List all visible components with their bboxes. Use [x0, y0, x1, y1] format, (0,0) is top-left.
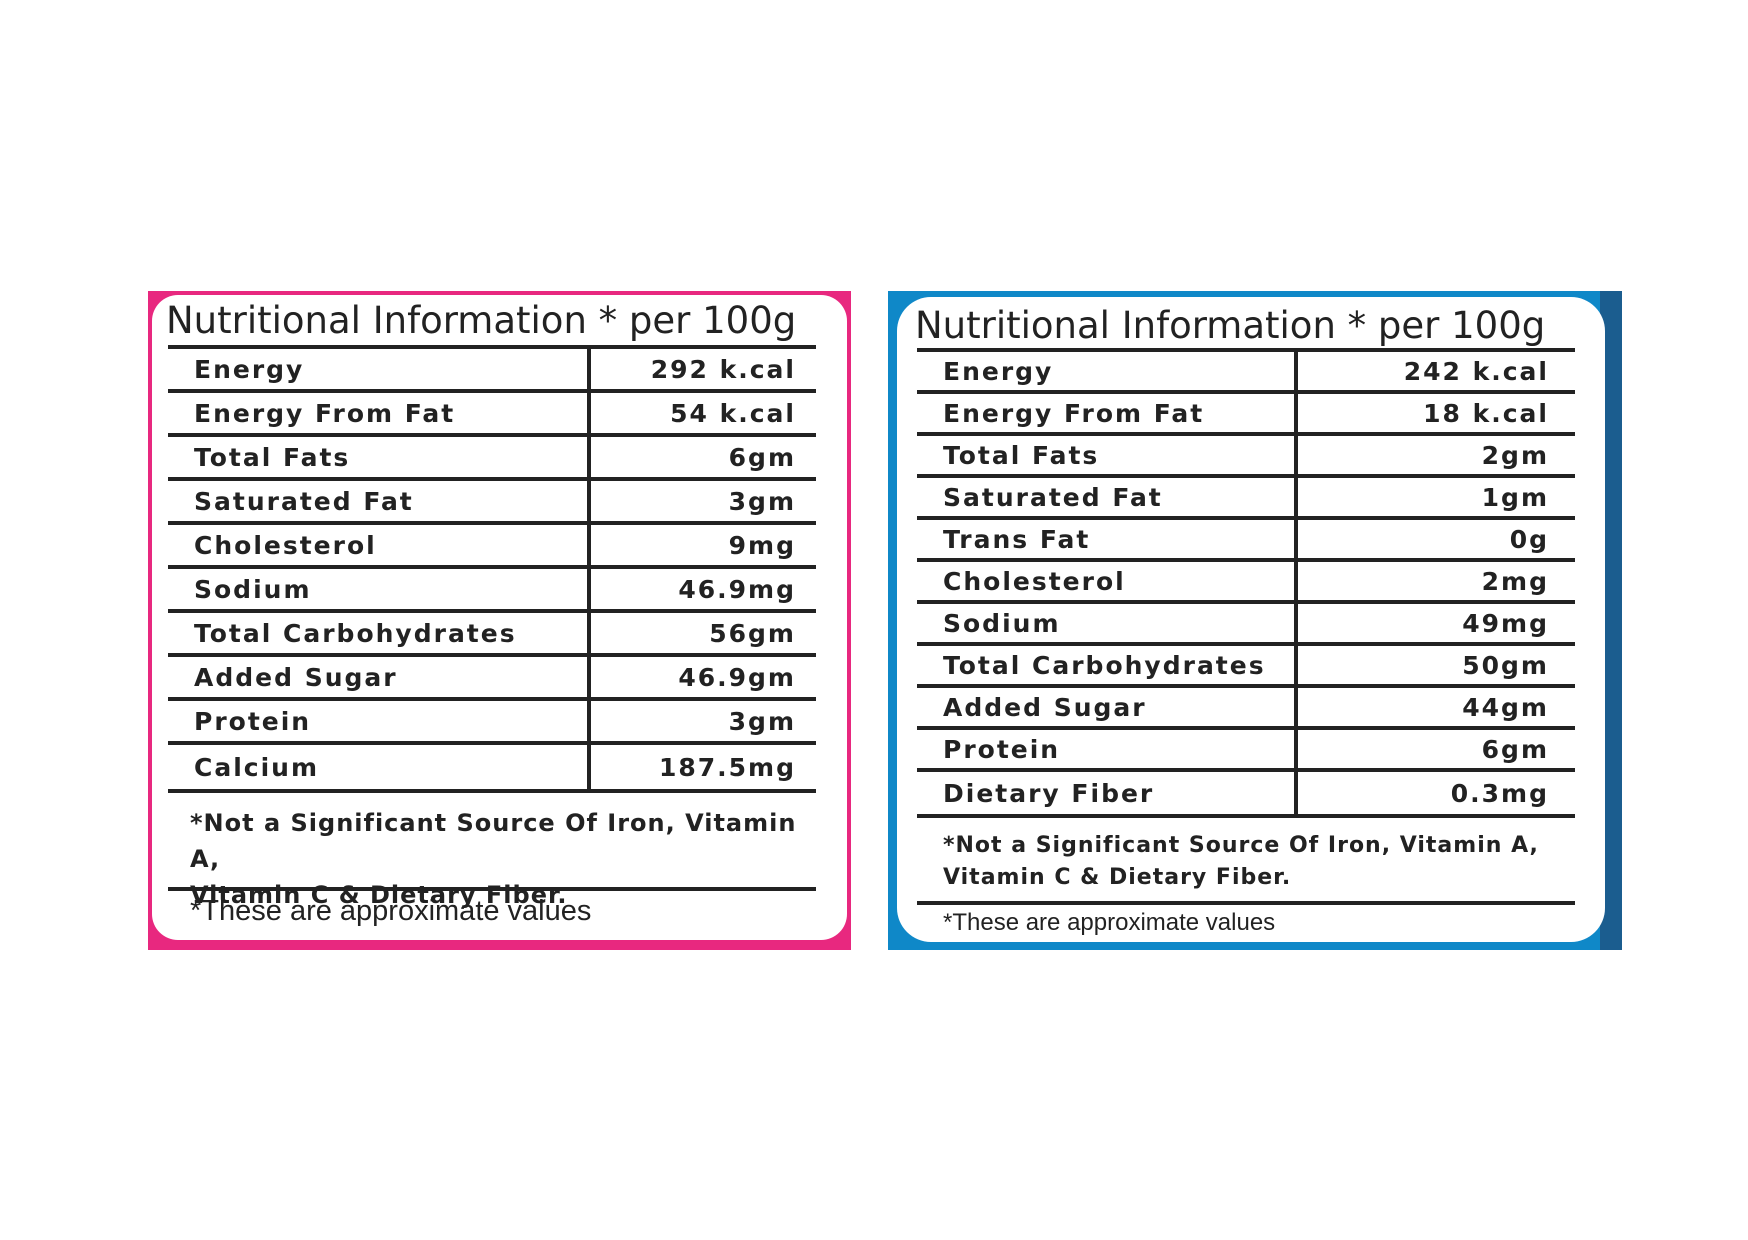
nutrient-name: Trans Fat [917, 520, 1298, 558]
panel-title: Nutritional Information * per 100g [166, 299, 797, 342]
panel-card: Nutritional Information * per 100g Energ… [897, 297, 1605, 942]
nutrient-value: 6gm [1481, 734, 1549, 764]
footnote-line: *Not a Significant Source Of Iron, Vitam… [943, 833, 1539, 858]
nutrient-name: Total Fats [168, 437, 591, 477]
table-row: Added Sugar 46.9gm [168, 657, 816, 701]
table-row: Protein 6gm [917, 730, 1575, 772]
panel-card: Nutritional Information * per 100g Energ… [152, 295, 847, 940]
table-row: Cholesterol 2mg [917, 562, 1575, 604]
nutrient-name: Calcium [168, 745, 591, 789]
nutrient-name: Energy [168, 349, 591, 389]
nutrient-value: 46.9mg [678, 574, 796, 604]
nutrition-table: Energy 242 k.cal Energy From Fat 18 k.ca… [917, 348, 1575, 818]
table-row: Total Fats 6gm [168, 437, 816, 481]
approximate-values-note: *These are approximate values [190, 895, 592, 927]
nutrient-name: Total Carbohydrates [168, 613, 591, 653]
nutrient-name: Protein [917, 730, 1298, 768]
footnote-line: *Not a Significant Source Of Iron, Vitam… [190, 809, 797, 873]
nutrient-name: Protein [168, 701, 591, 741]
footnote-not-significant: *Not a Significant Source Of Iron, Vitam… [190, 805, 830, 913]
approximate-values-note: *These are approximate values [943, 909, 1276, 936]
panel-title: Nutritional Information * per 100g [915, 304, 1546, 347]
table-row: Dietary Fiber 0.3mg [917, 772, 1575, 814]
nutrient-name: Total Carbohydrates [917, 646, 1298, 684]
nutrient-value: 18 k.cal [1423, 398, 1549, 428]
nutrient-name: Saturated Fat [168, 481, 591, 521]
table-row: Saturated Fat 3gm [168, 481, 816, 525]
nutrient-name: Cholesterol [917, 562, 1298, 600]
nutrition-table: Energy 292 k.cal Energy From Fat 54 k.ca… [168, 345, 816, 793]
table-row: Added Sugar 44gm [917, 688, 1575, 730]
nutrient-value: 56gm [709, 618, 796, 648]
table-row: Total Carbohydrates 50gm [917, 646, 1575, 688]
divider [917, 901, 1575, 905]
nutrient-value: 50gm [1462, 650, 1549, 680]
footnote-not-significant: *Not a Significant Source Of Iron, Vitam… [943, 830, 1563, 894]
nutrient-value: 0g [1509, 524, 1549, 554]
nutrient-value: 0.3mg [1450, 778, 1549, 808]
nutrient-value: 187.5mg [658, 752, 796, 782]
footnote-line: Vitamin C & Dietary Fiber. [943, 865, 1292, 890]
nutrient-value: 2mg [1481, 566, 1549, 596]
nutrient-name: Cholesterol [168, 525, 591, 565]
nutrient-value: 9mg [728, 530, 796, 560]
nutrient-value: 44gm [1462, 692, 1549, 722]
divider [168, 887, 816, 891]
nutrient-value: 3gm [728, 706, 796, 736]
nutrient-name: Sodium [168, 569, 591, 609]
nutrient-name: Sodium [917, 604, 1298, 642]
table-row: Cholesterol 9mg [168, 525, 816, 569]
table-row: Energy From Fat 18 k.cal [917, 394, 1575, 436]
nutrient-name: Energy From Fat [917, 394, 1298, 432]
table-row: Calcium 187.5mg [168, 745, 816, 789]
nutrient-name: Added Sugar [917, 688, 1298, 726]
nutrient-name: Dietary Fiber [917, 772, 1298, 814]
nutrient-name: Energy [917, 352, 1298, 390]
nutrition-panel-pink: Nutritional Information * per 100g Energ… [148, 291, 851, 950]
nutrient-name: Total Fats [917, 436, 1298, 474]
table-row: Saturated Fat 1gm [917, 478, 1575, 520]
nutrient-value: 54 k.cal [670, 398, 796, 428]
nutrient-value: 292 k.cal [650, 354, 796, 384]
table-row: Total Carbohydrates 56gm [168, 613, 816, 657]
table-row: Energy 292 k.cal [168, 349, 816, 393]
table-row: Protein 3gm [168, 701, 816, 745]
nutrient-value: 49mg [1462, 608, 1549, 638]
footnote-line: Vitamin C & Dietary Fiber. [190, 881, 568, 909]
nutrient-name: Saturated Fat [917, 478, 1298, 516]
nutrition-panel-blue: Nutritional Information * per 100g Energ… [888, 291, 1622, 950]
nutrient-name: Energy From Fat [168, 393, 591, 433]
table-row: Sodium 46.9mg [168, 569, 816, 613]
nutrient-value: 242 k.cal [1403, 356, 1549, 386]
table-row: Energy From Fat 54 k.cal [168, 393, 816, 437]
table-row: Total Fats 2gm [917, 436, 1575, 478]
nutrient-value: 1gm [1481, 482, 1549, 512]
nutrient-name: Added Sugar [168, 657, 591, 697]
nutrient-value: 3gm [728, 486, 796, 516]
table-row: Energy 242 k.cal [917, 352, 1575, 394]
nutrient-value: 6gm [728, 442, 796, 472]
table-row: Trans Fat 0g [917, 520, 1575, 562]
nutrient-value: 2gm [1481, 440, 1549, 470]
nutrient-value: 46.9gm [678, 662, 796, 692]
table-row: Sodium 49mg [917, 604, 1575, 646]
